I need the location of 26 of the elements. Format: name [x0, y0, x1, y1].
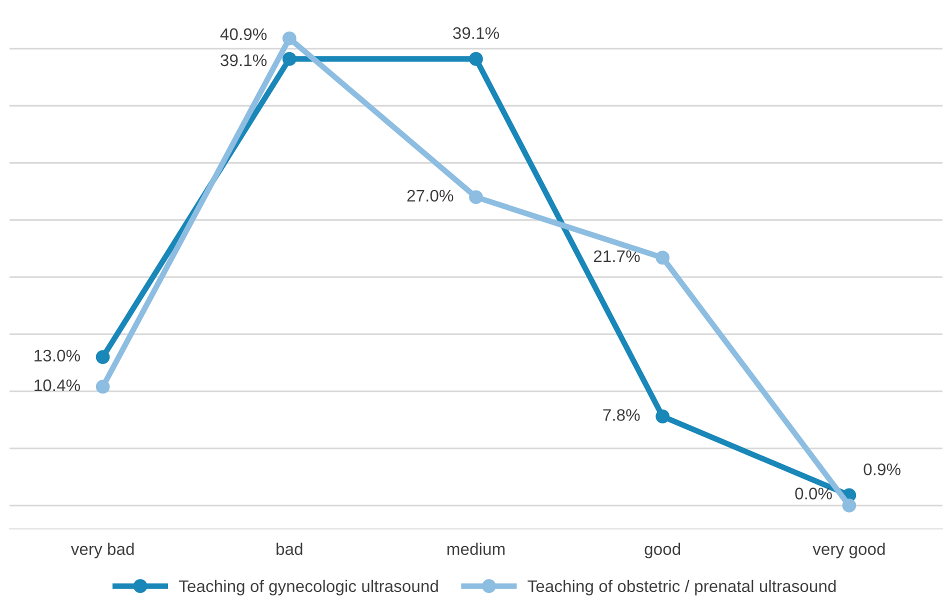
point: [282, 52, 296, 66]
x-tick-label: good: [644, 542, 680, 558]
x-tick-label: medium: [447, 542, 505, 556]
data-label: 7.8%: [603, 409, 640, 421]
point: [282, 31, 296, 46]
point: [96, 350, 110, 364]
point: [469, 52, 483, 66]
data-label: 39.1%: [453, 27, 500, 39]
x-tick-label: very bad: [70, 542, 134, 558]
point: [469, 190, 483, 204]
point: [656, 409, 670, 424]
data-label: 39.1%: [220, 54, 267, 66]
point: [842, 498, 856, 512]
point: [656, 250, 670, 265]
x-tick-label: bad: [276, 542, 302, 556]
data-label: 27.0%: [407, 190, 454, 202]
legend-label: Teaching of obstetric / prenatal ultrasound: [528, 580, 836, 596]
data-label: 13.0%: [34, 350, 80, 362]
legend-label: Teaching of gynecologic ultrasound: [179, 580, 438, 596]
data-label: 10.4%: [34, 379, 80, 392]
x-tick-label: very good: [812, 542, 885, 558]
data-label: 21.7%: [594, 250, 640, 262]
data-label: 0.9%: [864, 463, 900, 476]
data-label: 0.0%: [795, 488, 832, 500]
data-label: 40.9%: [220, 28, 267, 40]
point: [96, 380, 110, 394]
